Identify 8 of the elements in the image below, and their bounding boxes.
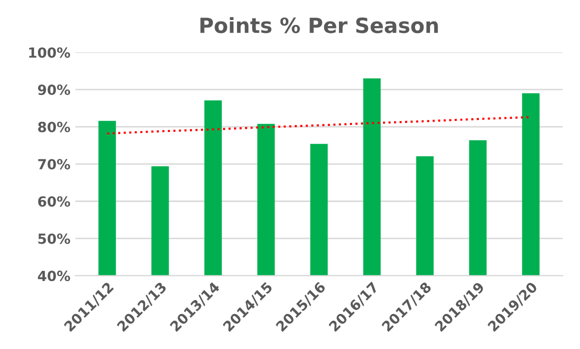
y-tick-label: 50% [38,233,70,244]
y-tick-label: 70% [38,159,70,170]
y-tick-label: 60% [38,196,70,207]
y-tick-label: 40% [38,270,70,282]
y-tick-label: 100% [29,47,70,58]
y-tick-label: 90% [38,84,70,96]
chart-title: Points % Per Season [200,17,438,34]
y-tick-label: 80% [38,122,70,132]
